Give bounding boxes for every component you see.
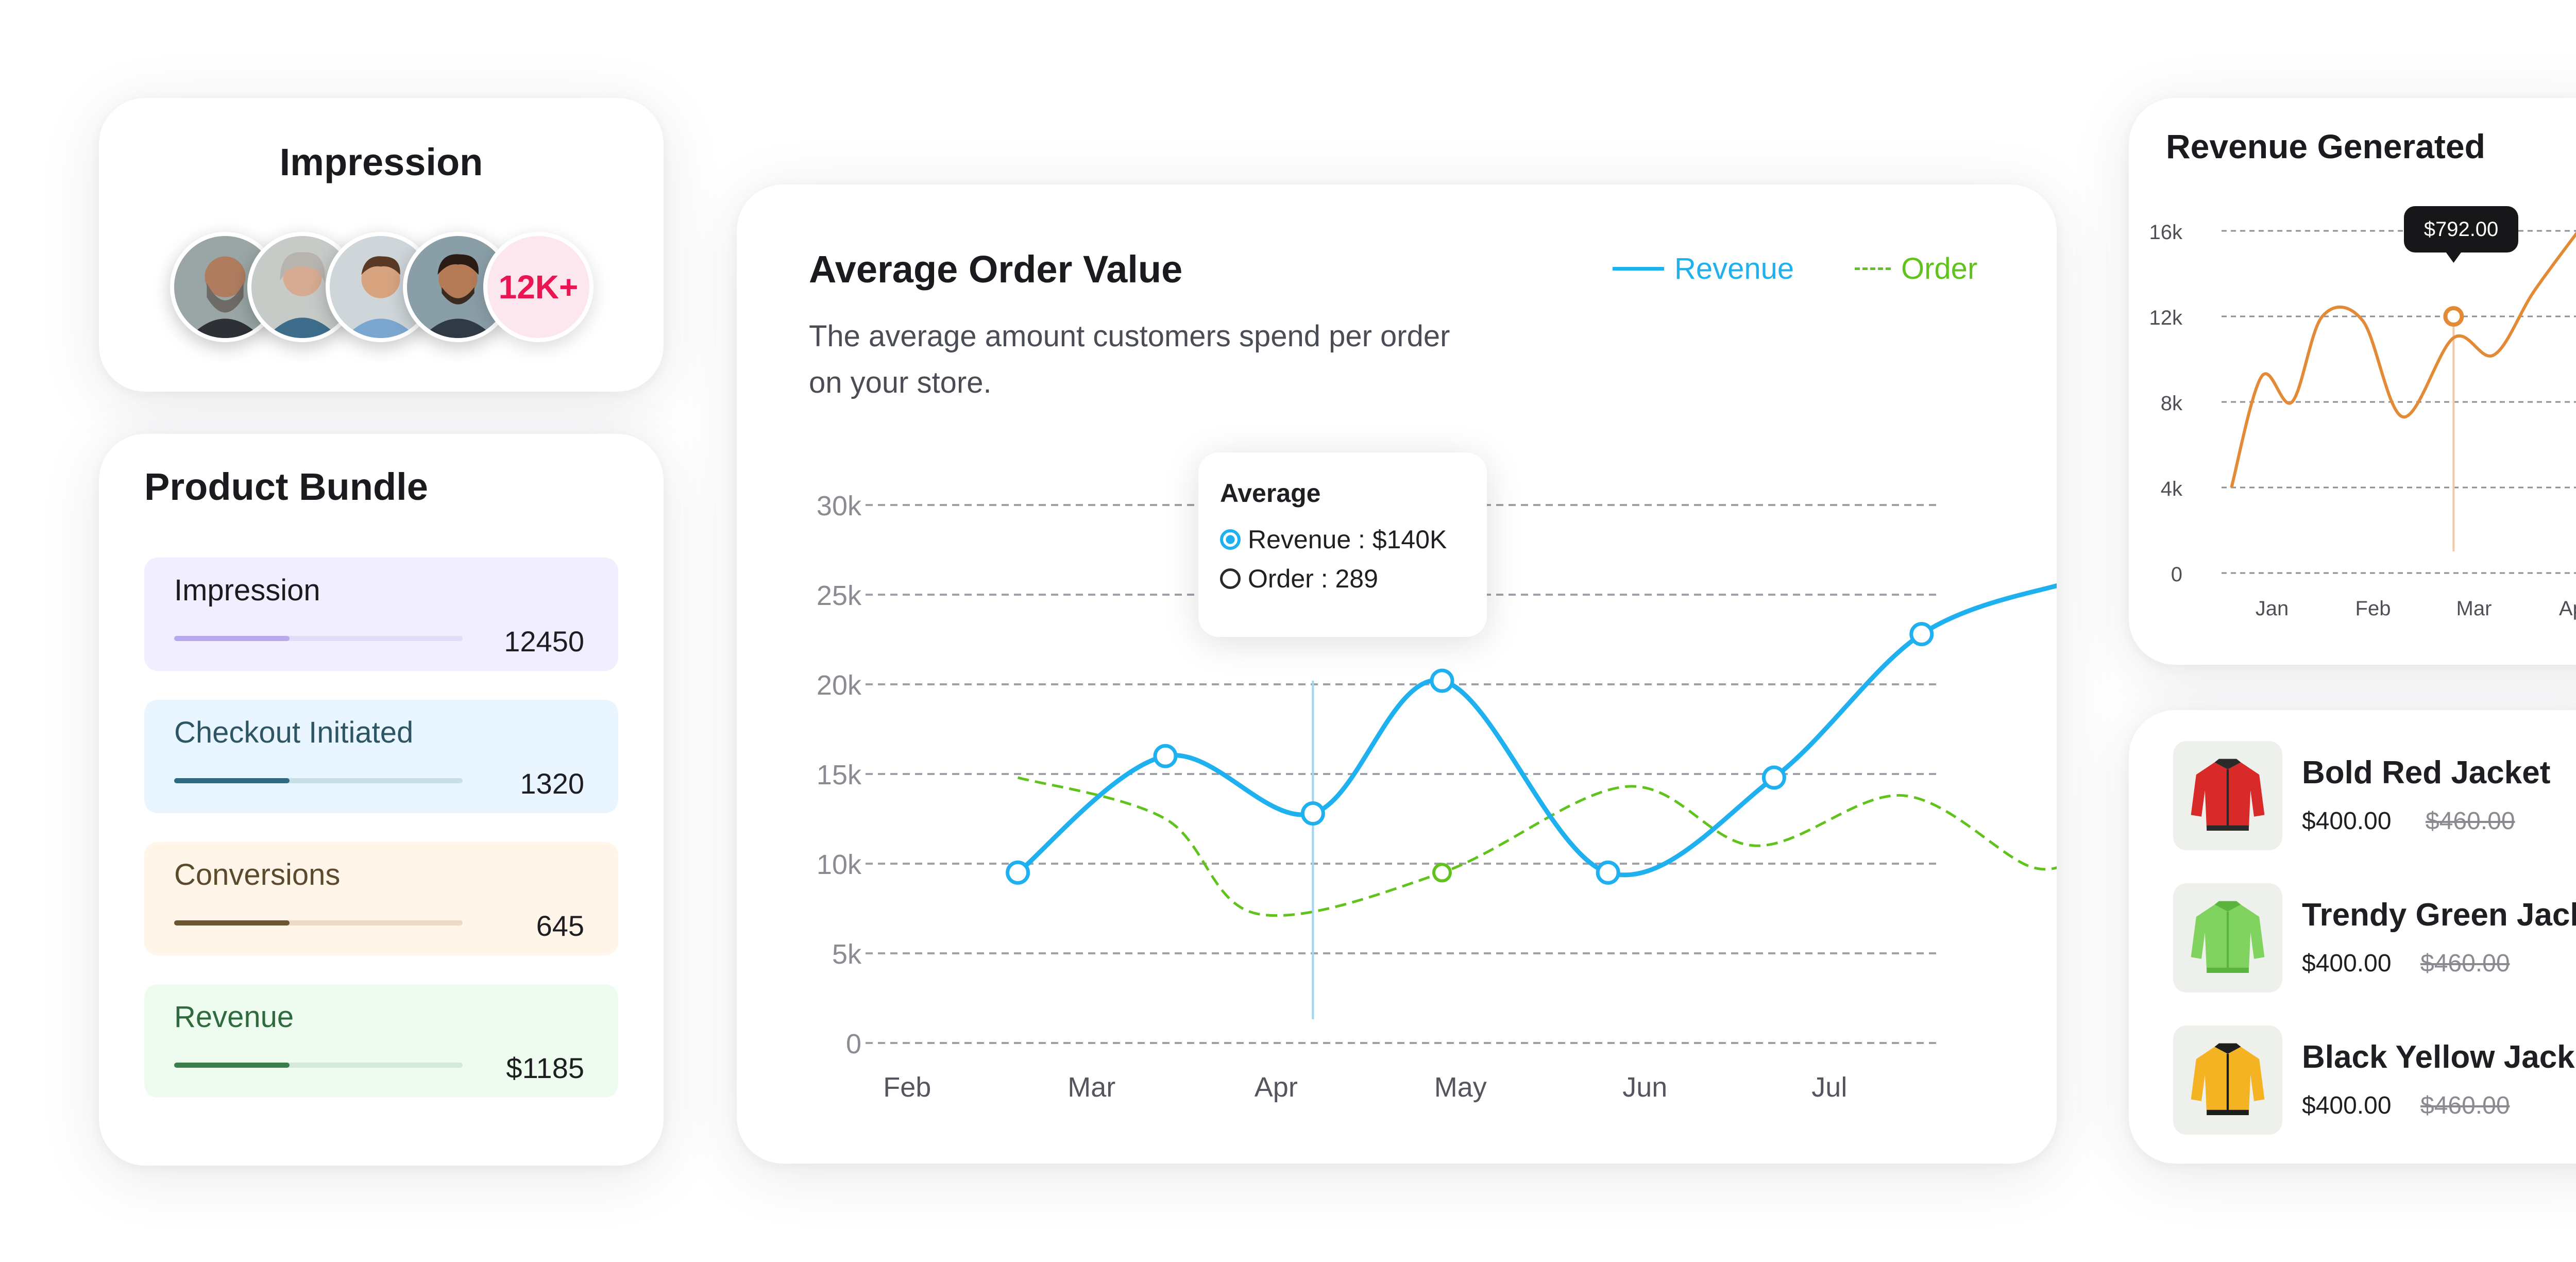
tooltip-title: Average [1220, 479, 1321, 508]
revenue-point[interactable] [1300, 801, 1325, 826]
y-tick-label: 4k [2161, 478, 2183, 500]
bundle-item-value: 645 [536, 910, 584, 942]
product-item[interactable]: Bold Red Jacket $400.00 $460.00 [2173, 741, 2576, 854]
impression-title: Impression [279, 141, 483, 183]
red-jacket-icon [2173, 741, 2282, 850]
bundle-item[interactable]: Revenue $1185 [144, 984, 618, 1098]
avatar-group[interactable]: 12K+ [99, 232, 664, 345]
revenue-point[interactable] [1006, 860, 1030, 885]
revenue-point[interactable] [1153, 744, 1178, 768]
x-tick-label: Mar [2456, 597, 2492, 620]
bundle-item[interactable]: Impression 12450 [144, 558, 618, 671]
x-tick-label: Jul [1811, 1072, 1847, 1103]
bundle-progress-fill [174, 778, 290, 783]
tooltip-revenue-row: Revenue : $140K [1220, 525, 1447, 554]
revenue-point[interactable] [1761, 765, 1786, 790]
product-item[interactable]: Black Yellow Jacket $400.00 $460.00 [2173, 1025, 2576, 1139]
bundle-progress-track [174, 1063, 463, 1068]
x-tick-label: Jun [1622, 1072, 1667, 1103]
y-tick-label: 10k [817, 849, 862, 880]
tooltip-order: Order : 289 [1248, 564, 1378, 593]
product-price: $400.00 [2302, 950, 2392, 977]
x-tick-label: Jan [2256, 597, 2289, 620]
revenue-generated-line[interactable] [2230, 222, 2576, 488]
aov-chart[interactable]: 0 5k 10k 15k 20k 25k 30k Feb Mar Apr May Jun Jul [737, 184, 2057, 1164]
bundle-item-label: Conversions [174, 858, 341, 891]
bundle-progress-track [174, 636, 463, 641]
bundle-item[interactable]: Checkout Initiated 1320 [144, 700, 618, 813]
tooltip-order-row: Order : 289 [1220, 564, 1378, 594]
x-tick-label: Feb [2355, 597, 2391, 620]
revenue-point[interactable] [1596, 860, 1620, 885]
product-bundle-card: Product Bundle Impression 12450 Checkout I… [99, 434, 664, 1166]
y-tick-label: 16k [2149, 221, 2183, 244]
legend-revenue[interactable]: Revenue [1613, 251, 1794, 286]
product-item[interactable]: Trendy Green Jacket $400.00 $460.00 [2173, 883, 2576, 997]
average-order-value-card: Average Order Value The average amount c… [737, 184, 2057, 1164]
aov-description: The average amount customers spend per o… [809, 319, 1450, 399]
order-point[interactable] [1432, 863, 1452, 883]
legend-revenue-line-icon [1613, 267, 1664, 271]
y-tick-label: 0 [2171, 563, 2182, 586]
product-price: $400.00 [2302, 807, 2392, 835]
legend-order-line-icon [1855, 267, 1891, 270]
revenue-generated-title: Revenue Generated [2166, 127, 2485, 165]
bundle-item-label: Checkout Initiated [174, 716, 414, 749]
y-tick-label: 20k [817, 670, 862, 701]
product-price: $400.00 [2302, 1092, 2392, 1119]
bundle-item-value: $1185 [506, 1052, 584, 1084]
revenue-point[interactable] [1430, 668, 1454, 693]
y-tick-label: 30k [817, 491, 862, 521]
bundle-item-value: 1320 [520, 767, 584, 800]
bundle-progress-fill [174, 1063, 290, 1068]
bundle-item[interactable]: Conversions 645 [144, 842, 618, 955]
legend-order[interactable]: Order [1855, 251, 1977, 286]
tooltip-revenue: Revenue : $140K [1248, 525, 1447, 554]
revenue-generated-chart[interactable]: 0 4k 8k 12k 16k Jan Feb Mar Apr [2129, 98, 2576, 665]
product-name: Trendy Green Jacket [2302, 897, 2576, 933]
x-tick-label: Feb [883, 1072, 931, 1103]
revenue-series-line[interactable] [1015, 582, 2057, 878]
y-tick-label: 0 [846, 1029, 861, 1059]
revenue-generated-point[interactable] [2443, 306, 2464, 327]
y-tick-label: 15k [817, 760, 862, 790]
y-tick-label: 12k [2149, 307, 2183, 329]
product-old-price: $460.00 [2426, 807, 2515, 835]
bundle-item-value: 12450 [504, 625, 584, 658]
revenue-point[interactable] [1909, 622, 1934, 647]
product-old-price: $460.00 [2420, 1092, 2510, 1119]
radio-checked-icon [1220, 529, 1241, 550]
product-name: Bold Red Jacket [2302, 755, 2551, 790]
chart-tooltip: Average Revenue : $140K Order : 289 [1198, 452, 1487, 637]
impression-card: Impression 12K+ [99, 98, 664, 392]
product-name: Black Yellow Jacket [2302, 1039, 2576, 1075]
bundle-item-label: Impression [174, 574, 320, 607]
y-tick-label: 5k [832, 939, 862, 970]
order-series-line[interactable] [1017, 776, 2057, 917]
legend-order-label: Order [1901, 252, 1978, 285]
revenue-generated-card: Revenue Generated 0 4k 8k 12k 16k Jan Feb Mar Ap… [2129, 98, 2576, 665]
bundle-progress-fill [174, 636, 290, 641]
green-jacket-icon [2173, 883, 2282, 992]
bundle-progress-track [174, 920, 463, 926]
bundle-progress-track [174, 778, 463, 783]
x-tick-label: May [1434, 1072, 1487, 1103]
x-tick-label: Mar [1067, 1072, 1115, 1103]
x-tick-label: Apr [1255, 1072, 1298, 1103]
y-tick-label: 8k [2161, 392, 2183, 415]
bundle-progress-fill [174, 920, 290, 926]
badge-pointer-icon [2445, 251, 2462, 263]
product-old-price: $460.00 [2420, 950, 2510, 977]
radio-unchecked-icon [1220, 568, 1241, 589]
revenue-value-badge: $792.00 [2404, 206, 2518, 253]
y-tick-label: 25k [817, 580, 862, 611]
aov-title: Average Order Value [809, 248, 1183, 291]
avatar-count-badge[interactable]: 12K+ [483, 232, 594, 342]
products-card: Bold Red Jacket $400.00 $460.00 Trendy Gree… [2129, 710, 2576, 1164]
x-tick-label: Apr [2559, 597, 2576, 620]
black-yellow-jacket-icon [2173, 1025, 2282, 1135]
product-bundle-title: Product Bundle [144, 465, 428, 508]
bundle-item-label: Revenue [174, 1000, 294, 1034]
legend-revenue-label: Revenue [1674, 252, 1794, 285]
